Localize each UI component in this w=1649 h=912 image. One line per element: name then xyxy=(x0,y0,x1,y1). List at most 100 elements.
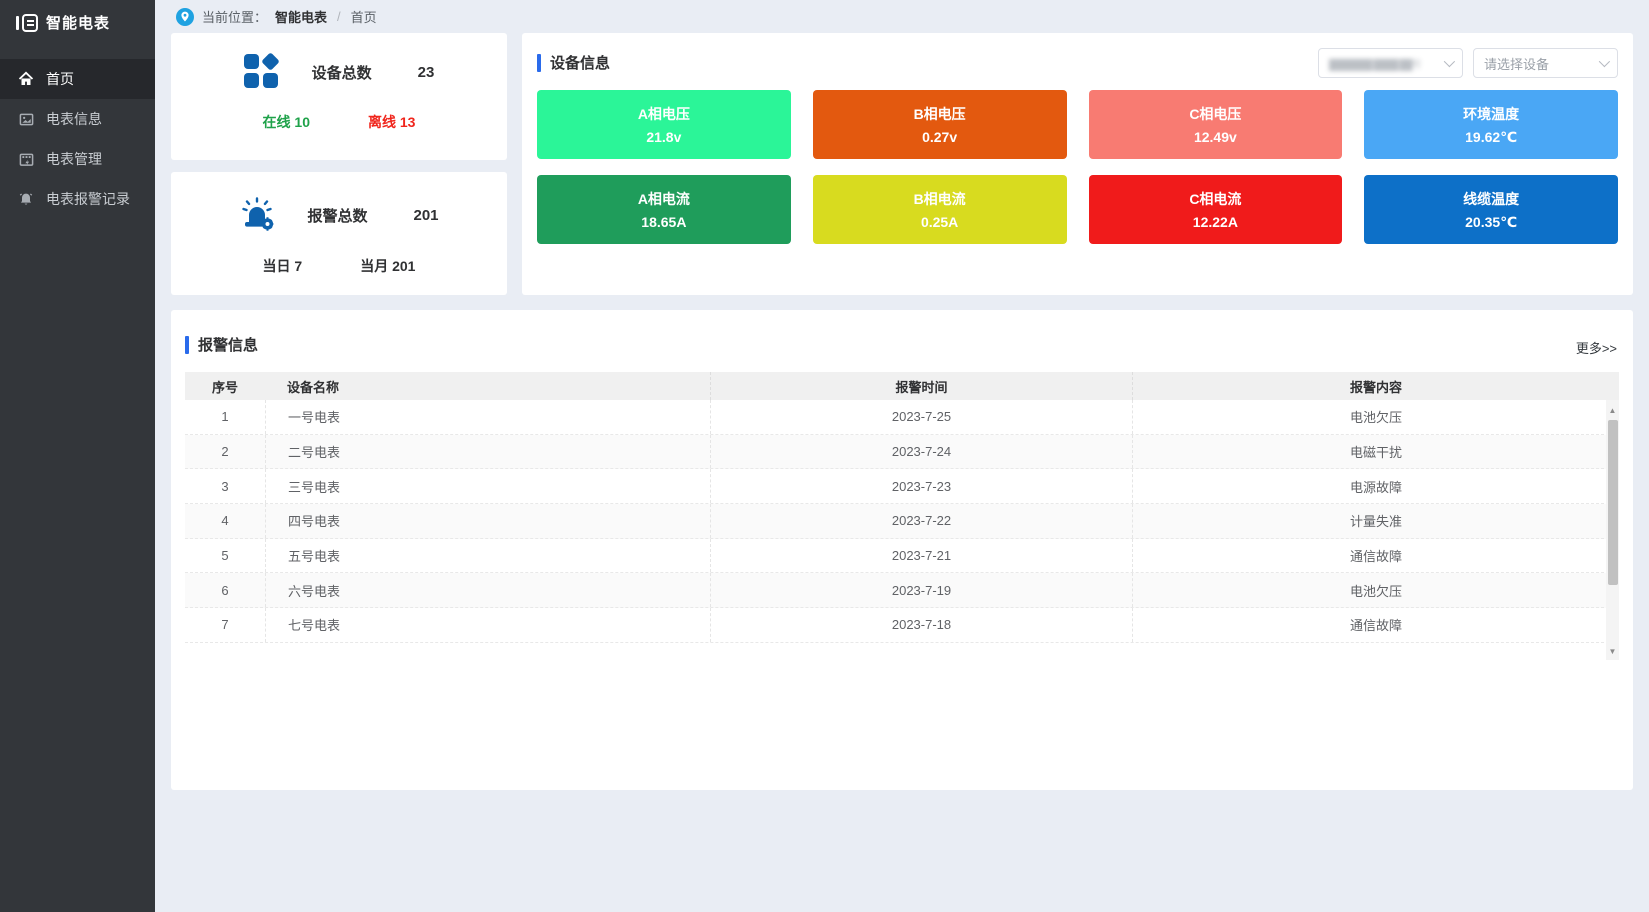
tile-label: A相电压 xyxy=(637,106,690,122)
device-total-card: 设备总数 23 在线 10 离线 13 xyxy=(171,33,507,160)
alarm-table-header: 序号 设备名称 报警时间 报警内容 xyxy=(185,372,1619,400)
cell-time: 2023-7-24 xyxy=(710,434,1132,469)
alarm-total-value: 201 xyxy=(413,207,439,224)
meter-info-icon xyxy=(18,111,34,127)
tile-label: B相电压 xyxy=(913,106,966,122)
chevron-down-icon xyxy=(1443,55,1456,68)
table-row[interactable]: 7 七号电表 2023-7-18 通信故障 xyxy=(185,608,1619,643)
device-info-title: 设备信息 xyxy=(550,55,611,72)
cell-device: 二号电表 xyxy=(265,434,710,469)
sidebar: 智能电表 首页 电表信息 电表管理 电表报警记录 xyxy=(0,0,155,912)
cell-device: 一号电表 xyxy=(265,400,710,434)
device-select[interactable]: 请选择设备 xyxy=(1473,48,1618,78)
cell-time: 2023-7-25 xyxy=(710,400,1132,434)
breadcrumb-app[interactable]: 智能电表 xyxy=(275,10,328,25)
device-total-title: 设备总数 xyxy=(311,64,372,82)
cell-content: 计量失准 xyxy=(1132,504,1619,538)
cell-index: 6 xyxy=(221,582,229,598)
cell-index: 7 xyxy=(221,617,229,633)
cell-time: 2023-7-22 xyxy=(710,504,1132,538)
cell-content: 电源故障 xyxy=(1132,469,1619,504)
device-total-value: 23 xyxy=(417,63,435,81)
tile-value: 20.35℃ xyxy=(1465,213,1518,230)
more-link[interactable]: 更多>> xyxy=(1575,341,1617,356)
sidebar-item-label: 首页 xyxy=(46,71,74,87)
home-icon xyxy=(18,71,34,87)
table-row[interactable]: 1 一号电表 2023-7-25 电池欠压 xyxy=(185,400,1619,435)
tile-cable-temperature: 线缆温度 20.35℃ xyxy=(1364,175,1618,244)
tile-value: 21.8v xyxy=(646,129,682,145)
meter-manage-icon xyxy=(18,151,34,167)
tile-value: 0.25A xyxy=(920,214,959,230)
table-row[interactable]: 5 五号电表 2023-7-21 通信故障 xyxy=(185,538,1619,574)
alarm-record-icon xyxy=(18,191,34,207)
tile-value: 0.27v xyxy=(922,129,958,145)
chevron-down-icon xyxy=(1598,55,1611,68)
sidebar-item-alarm-records[interactable]: 电表报警记录 xyxy=(0,179,155,219)
sidebar-item-meter-info[interactable]: 电表信息 xyxy=(0,99,155,139)
device-info-panel: 设备信息 ███████ ████ ██号 请选择设备 A相电压 2 xyxy=(522,33,1633,295)
sidebar-item-label: 电表报警记录 xyxy=(46,191,130,207)
alarm-total-title: 报警总数 xyxy=(307,208,368,225)
cell-time: 2023-7-21 xyxy=(710,538,1132,573)
scroll-up-icon[interactable]: ▲ xyxy=(1608,406,1617,415)
sidebar-item-meter-manage[interactable]: 电表管理 xyxy=(0,139,155,179)
tile-phase-b-voltage: B相电压 0.27v xyxy=(812,90,1067,159)
table-row[interactable]: 3 三号电表 2023-7-23 电源故障 xyxy=(185,469,1619,505)
scrollbar-thumb[interactable] xyxy=(1607,420,1618,585)
meter-select[interactable]: ███████ ████ ██号 xyxy=(1318,48,1463,78)
tile-phase-a-current: A相电流 18.65A xyxy=(537,175,791,244)
tile-label: C相电流 xyxy=(1189,191,1242,207)
accent-bar xyxy=(537,53,541,72)
tile-label: C相电压 xyxy=(1189,106,1242,122)
cell-index: 1 xyxy=(221,409,229,425)
meter-logo-icon xyxy=(16,13,38,32)
tile-label: A相电流 xyxy=(637,191,690,207)
cell-content: 通信故障 xyxy=(1132,538,1619,573)
meter-select-value: ███████ ████ ██号 xyxy=(1329,59,1421,71)
scroll-down-icon[interactable]: ▼ xyxy=(1608,647,1617,656)
cell-content: 通信故障 xyxy=(1132,608,1619,642)
tile-label: 线缆温度 xyxy=(1463,190,1520,207)
tile-value: 12.49v xyxy=(1193,129,1237,145)
breadcrumb: 当前位置： 智能电表 / 首页 xyxy=(155,0,1649,33)
cell-time: 2023-7-23 xyxy=(710,469,1132,504)
table-row[interactable]: 6 六号电表 2023-7-19 电池欠压 xyxy=(185,573,1619,609)
breadcrumb-separator: / xyxy=(337,9,341,24)
cell-time: 2023-7-18 xyxy=(710,608,1132,642)
device-offline-count: 离线 13 xyxy=(368,114,416,130)
tile-value: 18.65A xyxy=(641,214,687,230)
accent-bar xyxy=(185,335,189,354)
cell-device: 五号电表 xyxy=(265,538,710,573)
cell-device: 三号电表 xyxy=(265,469,710,504)
cell-index: 5 xyxy=(221,548,229,564)
metric-tiles: A相电压 21.8v B相电压 0.27v C相电压 12.49v 环境温度 1… xyxy=(537,90,1618,244)
tile-value: 12.22A xyxy=(1192,214,1238,230)
cell-index: 3 xyxy=(221,478,229,494)
sidebar-menu: 首页 电表信息 电表管理 电表报警记录 xyxy=(0,59,155,219)
cell-device: 六号电表 xyxy=(265,573,710,608)
device-grid-icon xyxy=(243,52,280,90)
cell-index: 4 xyxy=(221,513,229,529)
alarm-siren-icon xyxy=(239,197,275,234)
cell-content: 电池欠压 xyxy=(1132,573,1619,608)
tile-phase-b-current: B相电流 0.25A xyxy=(812,175,1067,244)
header-time: 报警时间 xyxy=(710,372,1132,400)
alarm-table-body: 1 一号电表 2023-7-25 电池欠压 2 二号电表 2023-7-24 电… xyxy=(185,400,1619,660)
app-logo: 智能电表 xyxy=(0,0,155,47)
location-pin-icon xyxy=(176,7,194,26)
tile-phase-c-voltage: C相电压 12.49v xyxy=(1088,90,1343,159)
table-scrollbar[interactable]: ▲ ▼ xyxy=(1606,400,1619,660)
table-row[interactable]: 4 四号电表 2023-7-22 计量失准 xyxy=(185,504,1619,539)
cell-device: 四号电表 xyxy=(265,504,710,538)
header-device: 设备名称 xyxy=(287,379,340,395)
alarm-info-title: 报警信息 xyxy=(198,337,259,354)
table-row[interactable]: 2 二号电表 2023-7-24 电磁干扰 xyxy=(185,434,1619,470)
cell-content: 电磁干扰 xyxy=(1132,434,1619,469)
tile-ambient-temperature: 环境温度 19.62℃ xyxy=(1364,90,1618,159)
breadcrumb-prefix: 当前位置： xyxy=(202,10,268,25)
header-index: 序号 xyxy=(211,379,238,395)
sidebar-item-home[interactable]: 首页 xyxy=(0,59,155,99)
alarm-total-card: 报警总数 201 当日 7 当月 201 xyxy=(171,172,507,295)
alarm-month-count: 当月 201 xyxy=(360,258,416,274)
